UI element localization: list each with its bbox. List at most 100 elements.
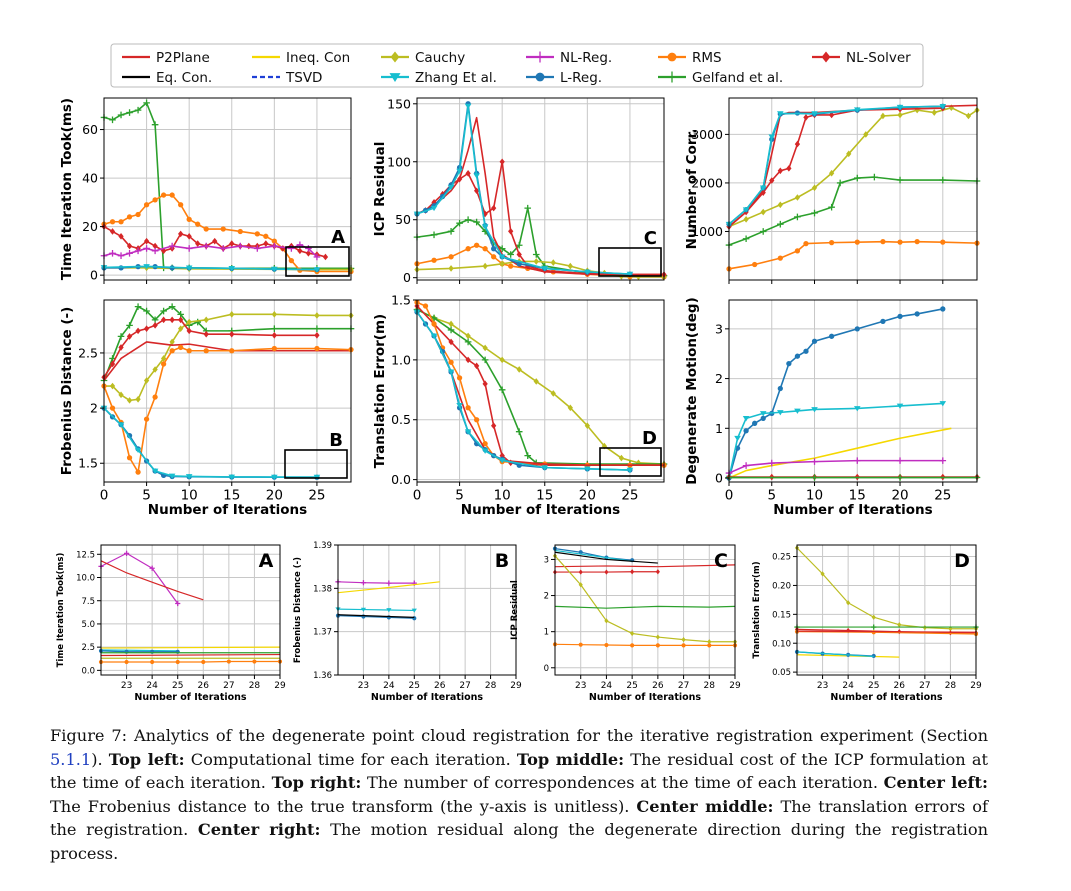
data-point <box>456 219 463 227</box>
y-axis-label: Frobenius Distance (-) <box>293 557 303 663</box>
ytick-label: 5.0 <box>81 620 95 630</box>
data-point <box>567 262 573 270</box>
data-point <box>491 422 497 430</box>
data-point <box>109 250 116 257</box>
series-ineq-con <box>728 427 952 479</box>
series-zhang-et-al <box>100 405 321 481</box>
data-point <box>135 327 141 335</box>
data-point <box>481 224 489 230</box>
data-point <box>939 401 947 407</box>
data-point <box>533 378 539 385</box>
caption-center-left-label: Center left: <box>883 773 988 792</box>
xtick-label: 24 <box>146 681 158 691</box>
data-point <box>386 580 392 586</box>
xtick-label: 26 <box>652 681 664 691</box>
data-point <box>803 240 809 247</box>
series-nl-solver <box>101 316 320 381</box>
data-point <box>288 257 295 264</box>
data-point <box>828 239 835 246</box>
series-gelfand-et-al <box>554 605 736 609</box>
caption-center-middle-label: Center middle: <box>636 796 774 816</box>
data-point <box>178 325 184 332</box>
ytick-label: 2 <box>715 371 723 386</box>
xtick-label: 5 <box>767 488 776 504</box>
data-point <box>186 348 192 354</box>
ytick-label: 40 <box>82 171 98 186</box>
data-point <box>195 221 201 227</box>
data-point <box>220 226 226 232</box>
data-point <box>305 250 312 257</box>
data-point <box>777 167 783 175</box>
data-point <box>896 176 904 184</box>
data-point <box>854 326 860 332</box>
xtick-label: 26 <box>894 681 906 691</box>
ytick-label: 150 <box>387 96 411 111</box>
data-point <box>201 659 206 665</box>
ytick-label: 0 <box>90 268 98 283</box>
legend-label: Gelfand et al. <box>692 70 783 86</box>
series-line <box>554 549 633 562</box>
ytick-label: 1.0 <box>391 352 411 367</box>
xtick-label: 28 <box>945 681 957 691</box>
xtick-label: 0 <box>413 488 422 504</box>
chart-zoomD: 0.05 0.10 0.15 0.20 0.25 23 24 25 26 27 28 29 Number… <box>752 544 982 703</box>
series-line <box>416 311 630 471</box>
data-point <box>803 348 809 354</box>
zoom-region-letter: B <box>329 430 343 451</box>
data-point <box>202 242 210 250</box>
ytick-label: 0.20 <box>772 582 791 592</box>
section-link[interactable]: 5.1.1 <box>50 749 92 769</box>
data-point <box>160 247 167 255</box>
data-point <box>448 338 454 346</box>
data-point <box>846 600 851 606</box>
data-point <box>109 360 116 368</box>
series-line <box>100 646 281 649</box>
data-point <box>178 344 184 351</box>
data-point <box>578 569 583 575</box>
data-point <box>143 307 150 315</box>
xtick-label: 25 <box>868 681 879 691</box>
data-point <box>630 569 635 575</box>
data-point <box>777 201 783 209</box>
data-point <box>584 466 591 472</box>
xtick-label: 25 <box>621 488 638 504</box>
legend-frame <box>110 43 924 88</box>
data-point <box>447 228 455 235</box>
legend-label: L-Reg. <box>560 70 602 86</box>
data-point <box>117 333 125 340</box>
data-point <box>126 397 133 404</box>
data-point <box>508 228 514 235</box>
data-point <box>313 253 321 261</box>
data-point <box>313 267 321 273</box>
data-point <box>491 254 497 260</box>
chart-time: 0 20 40 60 Time Iteration Took(ms) A <box>59 97 355 284</box>
data-point <box>212 237 218 245</box>
panel-letter: A <box>259 550 274 572</box>
data-point <box>117 111 125 119</box>
data-point <box>533 258 539 265</box>
series-line <box>100 552 179 604</box>
data-point <box>143 202 150 208</box>
data-point <box>777 220 784 228</box>
data-point <box>143 264 150 270</box>
legend-marker <box>667 52 677 62</box>
data-point <box>168 242 176 250</box>
series-rms <box>98 659 283 665</box>
series-nl-solver <box>100 560 204 601</box>
ytick-label: 20 <box>82 219 98 234</box>
ytick-label: 1.38 <box>313 584 332 594</box>
data-point <box>186 318 192 326</box>
ytick-label: 1.36 <box>313 671 332 681</box>
data-point <box>550 390 556 397</box>
data-point <box>853 174 861 182</box>
data-point <box>126 109 133 116</box>
ytick-label: 60 <box>82 122 98 137</box>
series-zhang-et-al <box>554 549 633 562</box>
data-point <box>143 377 150 384</box>
data-point <box>482 246 488 252</box>
series-line <box>728 240 978 270</box>
figure-panel: P2Plane Eq. Con. Ineq. Con TSVD Cauchy Zhang … <box>56 43 982 703</box>
data-point <box>655 643 660 648</box>
data-point <box>914 239 920 245</box>
data-point <box>811 338 818 344</box>
